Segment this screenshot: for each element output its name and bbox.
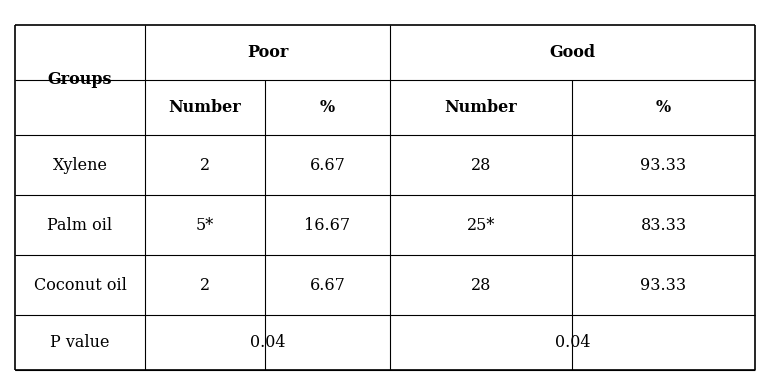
Text: %: % bbox=[320, 99, 335, 116]
Text: 93.33: 93.33 bbox=[640, 277, 687, 293]
Text: 16.67: 16.67 bbox=[304, 217, 351, 233]
Text: Number: Number bbox=[445, 99, 518, 116]
Text: Coconut oil: Coconut oil bbox=[33, 277, 126, 293]
Text: 6.67: 6.67 bbox=[310, 157, 345, 174]
Text: 6.67: 6.67 bbox=[310, 277, 345, 293]
Text: 28: 28 bbox=[471, 157, 491, 174]
Text: Poor: Poor bbox=[247, 44, 288, 61]
Text: 83.33: 83.33 bbox=[640, 217, 687, 233]
Text: 28: 28 bbox=[471, 277, 491, 293]
Text: 93.33: 93.33 bbox=[640, 157, 687, 174]
Text: Good: Good bbox=[549, 44, 595, 61]
Text: 0.04: 0.04 bbox=[555, 334, 591, 351]
Text: %: % bbox=[656, 99, 671, 116]
Text: 25*: 25* bbox=[467, 217, 495, 233]
Text: 0.04: 0.04 bbox=[250, 334, 286, 351]
Text: Xylene: Xylene bbox=[53, 157, 108, 174]
Text: 2: 2 bbox=[200, 157, 210, 174]
Text: 2: 2 bbox=[200, 277, 210, 293]
Text: 5*: 5* bbox=[196, 217, 214, 233]
Text: P value: P value bbox=[50, 334, 109, 351]
Text: Groups: Groups bbox=[48, 71, 113, 89]
Text: Number: Number bbox=[168, 99, 241, 116]
Text: Palm oil: Palm oil bbox=[47, 217, 113, 233]
